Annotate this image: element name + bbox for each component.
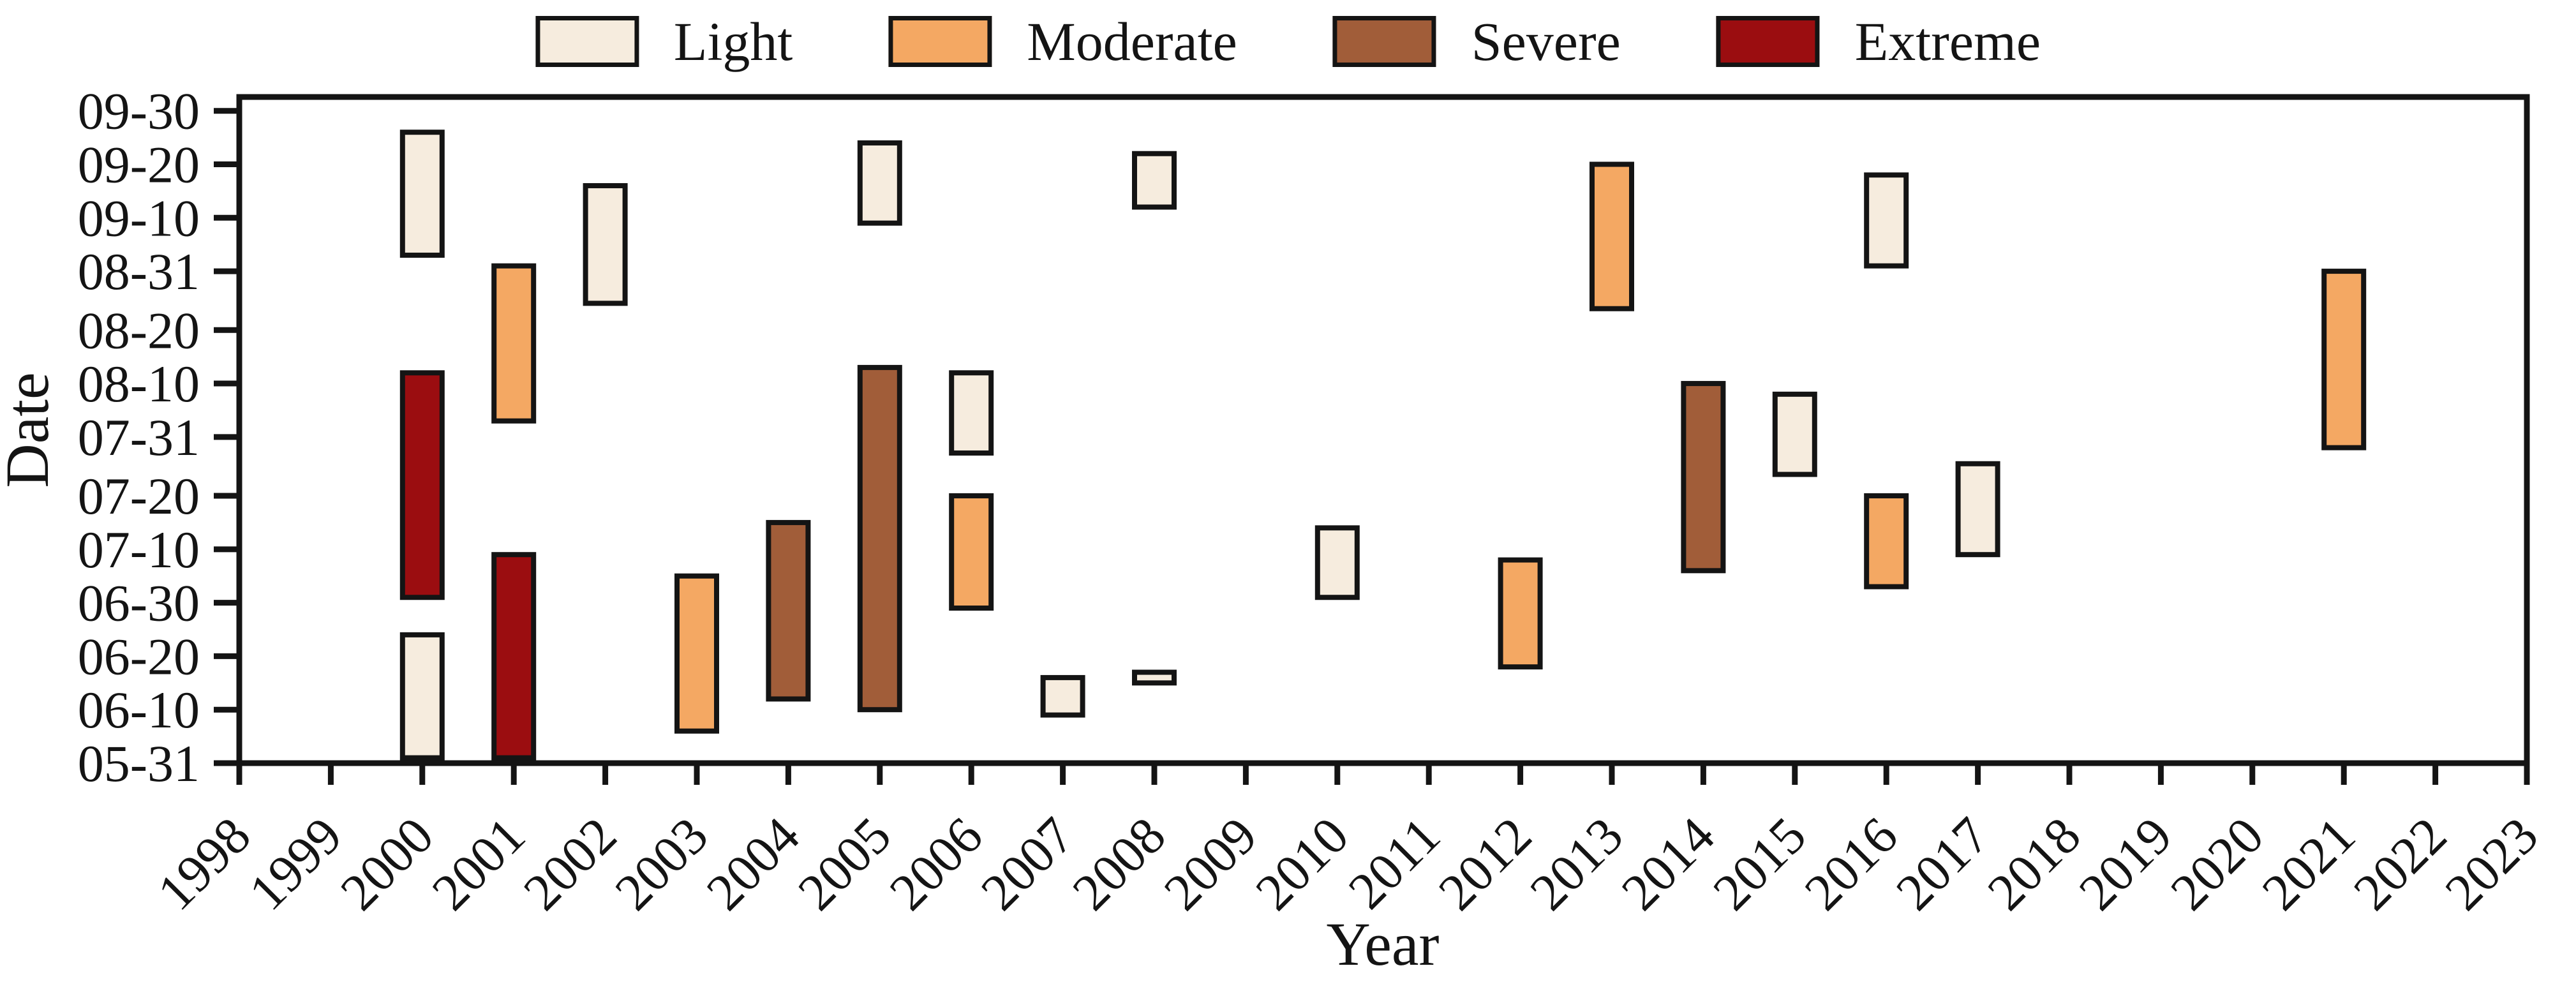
legend-label-moderate: Moderate xyxy=(1027,11,1237,72)
x-tick-label-2010: 2010 xyxy=(1244,806,1359,921)
event-bar-2008-light-06-15 xyxy=(1132,669,1177,686)
x-tick-label-2000: 2000 xyxy=(329,806,444,921)
legend-item-light: Light xyxy=(535,14,793,69)
x-tick-label-2019: 2019 xyxy=(2068,806,2183,921)
event-bar-2013-moderate-08-24 xyxy=(1590,161,1634,311)
x-tick-label-2011: 2011 xyxy=(1337,806,1451,919)
y-tick-label-05-31: 05-31 xyxy=(78,734,200,792)
x-tick-label-2001: 2001 xyxy=(421,806,536,921)
event-bar-2000-light-06-01 xyxy=(399,632,445,761)
legend-item-extreme: Extreme xyxy=(1716,14,2041,69)
x-tick-label-2015: 2015 xyxy=(1702,806,1817,921)
axes-frame xyxy=(236,94,2530,766)
x-tick-label-2008: 2008 xyxy=(1061,806,1176,921)
event-bar-2006-moderate-06-29 xyxy=(949,493,994,611)
y-tick-label-08-31: 08-31 xyxy=(78,242,200,301)
legend-swatch-moderate xyxy=(888,16,992,67)
x-tick-label-1999: 1999 xyxy=(238,806,353,921)
legend-swatch-severe xyxy=(1332,16,1436,67)
legend-item-moderate: Moderate xyxy=(888,14,1237,69)
event-bar-2014-severe-07-06 xyxy=(1681,381,1726,574)
x-tick-label-2007: 2007 xyxy=(970,806,1085,921)
y-tick-label-07-20: 07-20 xyxy=(78,467,200,525)
y-tick-label-09-10: 09-10 xyxy=(78,189,200,247)
event-bar-2012-moderate-06-18 xyxy=(1498,557,1543,670)
x-tick-label-2003: 2003 xyxy=(604,806,718,921)
x-tick-label-2022: 2022 xyxy=(2342,806,2457,921)
event-bar-2017-light-07-09 xyxy=(1955,461,2000,558)
event-bar-2016-moderate-07-03 xyxy=(1864,493,1909,590)
event-bar-2006-light-07-28 xyxy=(949,370,994,456)
y-tick-label-08-10: 08-10 xyxy=(78,355,200,413)
event-bar-2001-moderate-08-03 xyxy=(491,263,537,424)
y-axis-label: Date xyxy=(0,372,61,487)
x-tick-label-1998: 1998 xyxy=(146,806,261,921)
x-tick-label-2023: 2023 xyxy=(2434,806,2549,921)
y-tick-label-09-30: 09-30 xyxy=(78,82,200,140)
x-tick-label-2012: 2012 xyxy=(1427,806,1542,921)
y-tick-label-06-20: 06-20 xyxy=(78,627,200,685)
y-tick-label-06-30: 06-30 xyxy=(78,574,200,632)
legend-swatch-light xyxy=(535,16,639,67)
plot-area: 1998199920002001200220032004200520062007… xyxy=(78,82,2549,921)
legend-swatch-extreme xyxy=(1716,16,1820,67)
x-tick-label-2017: 2017 xyxy=(1885,806,2000,921)
y-tick-label-08-20: 08-20 xyxy=(78,301,200,359)
x-tick-label-2016: 2016 xyxy=(1794,806,1909,921)
event-bar-2010-light-07-01 xyxy=(1314,525,1360,600)
legend-item-severe: Severe xyxy=(1332,11,1621,72)
y-tick-label-09-20: 09-20 xyxy=(78,135,200,193)
event-bar-2016-light-09-01 xyxy=(1864,172,1909,269)
x-tick-label-2002: 2002 xyxy=(512,806,627,921)
y-tick-label-07-10: 07-10 xyxy=(78,521,200,579)
legend-label-severe: Severe xyxy=(1471,11,1621,72)
x-tick-label-2005: 2005 xyxy=(787,806,902,921)
y-tick-label-06-10: 06-10 xyxy=(78,681,200,739)
x-tick-label-2020: 2020 xyxy=(2159,806,2274,921)
event-bar-2003-moderate-06-06 xyxy=(674,573,719,734)
x-tick-label-2013: 2013 xyxy=(1519,806,1634,921)
x-tick-label-2009: 2009 xyxy=(1153,806,1268,921)
y-tick-label-07-31: 07-31 xyxy=(78,408,200,466)
legend-label-extreme: Extreme xyxy=(1854,11,2041,72)
event-bar-2007-light-06-09 xyxy=(1040,674,1085,718)
legend: Light Moderate Severe Extreme xyxy=(535,14,2041,69)
x-tick-label-2018: 2018 xyxy=(1976,806,2091,921)
event-bar-2000-extreme-07-01 xyxy=(399,370,445,600)
event-bar-2005-light-09-09 xyxy=(857,140,902,226)
event-bar-2001-extreme-06-01 xyxy=(491,552,537,761)
legend-label-light: Light xyxy=(673,11,793,72)
event-bar-2000-light-09-03 xyxy=(399,130,445,258)
event-bar-2008-light-09-12 xyxy=(1132,151,1177,210)
event-bar-2021-moderate-07-29 xyxy=(2321,269,2367,450)
x-tick-label-2014: 2014 xyxy=(1611,806,1725,921)
x-tick-label-2021: 2021 xyxy=(2251,806,2366,921)
x-axis-label: Year xyxy=(1327,910,1440,978)
x-tick-label-2006: 2006 xyxy=(879,806,994,921)
event-bar-2015-light-07-24 xyxy=(1772,391,1817,477)
event-bar-2005-severe-06-10 xyxy=(857,364,902,713)
x-tick-label-2004: 2004 xyxy=(696,806,810,921)
event-bar-2004-severe-06-12 xyxy=(766,519,811,702)
event-bar-2002-light-08-25 xyxy=(583,183,628,306)
